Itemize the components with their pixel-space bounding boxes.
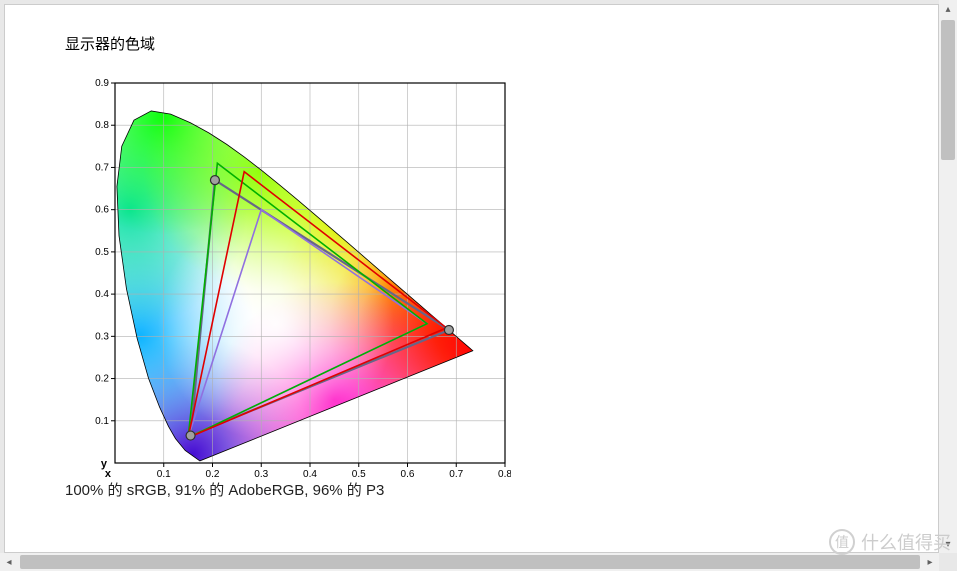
svg-text:0.8: 0.8 xyxy=(95,120,109,131)
vertical-scrollbar[interactable]: ▴ ▾ xyxy=(939,0,957,553)
chart-title: 显示器的色域 xyxy=(65,33,155,54)
svg-text:0.2: 0.2 xyxy=(95,374,109,385)
gamut-vertex-marker xyxy=(444,326,453,335)
coverage-caption: 100% 的 sRGB, 91% 的 AdobeRGB, 96% 的 P3 xyxy=(65,479,384,500)
scroll-down-arrow-icon[interactable]: ▾ xyxy=(939,535,957,553)
vertical-scroll-thumb[interactable] xyxy=(941,20,955,160)
svg-text:0.6: 0.6 xyxy=(95,205,109,216)
gamut-vertex-marker xyxy=(186,431,195,440)
svg-text:0.6: 0.6 xyxy=(401,469,415,480)
svg-text:0.7: 0.7 xyxy=(95,162,109,173)
svg-text:0.3: 0.3 xyxy=(95,331,109,342)
scroll-right-arrow-icon[interactable]: ▸ xyxy=(921,553,939,571)
scroll-left-arrow-icon[interactable]: ◂ xyxy=(0,553,18,571)
svg-text:0.4: 0.4 xyxy=(95,289,109,300)
svg-text:0.9: 0.9 xyxy=(95,78,109,89)
scroll-up-arrow-icon[interactable]: ▴ xyxy=(939,0,957,18)
gamut-vertex-marker xyxy=(210,176,219,185)
content-viewport: 显示器的色域 0.10.20.30.40.50.60.70.80.10.20.3… xyxy=(4,4,939,553)
svg-text:0.5: 0.5 xyxy=(95,247,109,258)
horizontal-scrollbar[interactable]: ◂ ▸ xyxy=(0,553,939,571)
svg-text:0.7: 0.7 xyxy=(449,469,463,480)
horizontal-scroll-thumb[interactable] xyxy=(20,555,920,569)
svg-text:0.1: 0.1 xyxy=(95,416,109,427)
svg-text:0.8: 0.8 xyxy=(498,469,511,480)
chromaticity-chart: 0.10.20.30.40.50.60.70.80.10.20.30.40.50… xyxy=(85,77,511,487)
